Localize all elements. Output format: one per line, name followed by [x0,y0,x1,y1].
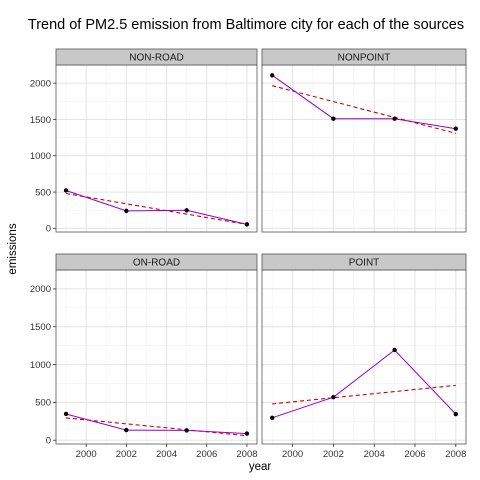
y-tick-label: 2000 [30,78,51,89]
data-point-point [331,395,335,399]
panel-on-road: ON-ROAD [56,254,257,444]
y-tick-label: 1500 [30,115,51,126]
chart-title: Trend of PM2.5 emission from Baltimore c… [28,17,464,33]
y-tick-label: 1000 [30,151,51,162]
data-point-point [392,348,396,352]
data-point-on-road [64,412,68,416]
facet-strip-label: ON-ROAD [133,258,180,269]
x-axes: 2000 2002 2004 2006 2008 2000 2002 2004 2006 2008 [76,444,467,460]
x-tick-label: 2008 [445,449,466,460]
facet-strip-label: NONPOINT [338,53,391,64]
y-axes: 0 500 1000 1500 2000 0 500 1000 1500 2000 [30,78,56,446]
x-axis-label: year [249,461,272,473]
x-tick-label: 2006 [196,449,217,460]
panel-point: POINT [262,254,466,444]
data-point-nonpoint [331,117,335,121]
data-point-non-road [245,222,249,226]
facet-strip-label: NON-ROAD [129,53,183,64]
x-tick-label: 2002 [116,449,137,460]
data-point-nonpoint [392,117,396,121]
y-axis-label: emissions [7,223,19,274]
data-point-on-road [124,428,128,432]
y-tick-label: 500 [35,398,51,409]
x-tick-label: 2004 [364,449,385,460]
x-tick-label: 2002 [323,449,344,460]
panel-nonpoint: NONPOINT [262,49,466,232]
y-tick-label: 500 [35,187,51,198]
y-tick-label: 0 [46,436,51,447]
data-point-point [454,412,458,416]
data-point-non-road [124,209,128,213]
data-point-point [270,416,274,420]
facet-strip-label: POINT [349,258,380,269]
data-point-nonpoint [454,126,458,130]
facet-panels: NON-ROAD NONPOINT ON-ROAD POINT [56,49,466,444]
y-tick-label: 0 [46,224,51,235]
data-point-non-road [184,208,188,212]
x-tick-label: 2008 [236,449,257,460]
x-tick-label: 2000 [76,449,97,460]
x-tick-label: 2006 [404,449,425,460]
data-point-nonpoint [270,73,274,77]
panel-non-road: NON-ROAD [56,49,257,232]
data-point-on-road [245,431,249,435]
data-point-on-road [184,428,188,432]
data-point-non-road [64,188,68,192]
y-tick-label: 1000 [30,360,51,371]
x-tick-label: 2004 [156,449,177,460]
y-tick-label: 1500 [30,322,51,333]
x-tick-label: 2000 [282,449,303,460]
y-tick-label: 2000 [30,284,51,295]
